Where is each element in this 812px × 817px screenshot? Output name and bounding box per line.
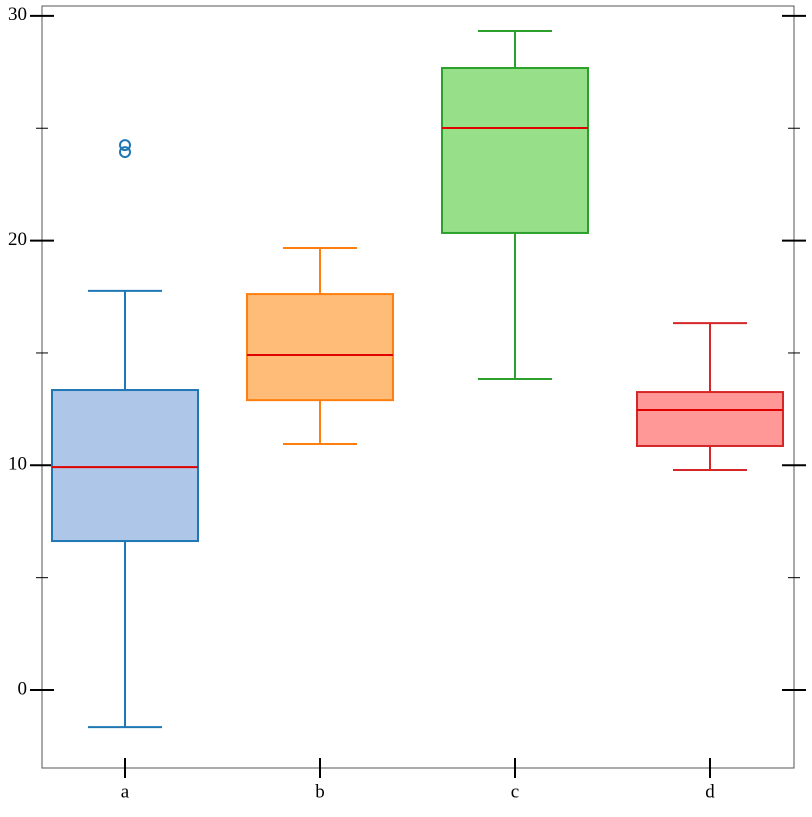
y-tick-label: 0 <box>18 678 28 699</box>
box <box>636 391 784 447</box>
x-tick-label: b <box>315 781 325 802</box>
box <box>51 389 199 543</box>
box <box>441 67 589 234</box>
box <box>246 293 394 402</box>
y-tick-label: 30 <box>8 4 27 25</box>
flier <box>119 139 131 152</box>
plot-frame <box>41 5 795 769</box>
x-tick-label: d <box>705 781 715 802</box>
x-tick-label: a <box>121 781 130 802</box>
flier <box>119 146 131 159</box>
y-tick-label: 20 <box>8 229 27 250</box>
y-tick-label: 10 <box>8 454 27 475</box>
x-tick-label: c <box>511 781 519 802</box>
